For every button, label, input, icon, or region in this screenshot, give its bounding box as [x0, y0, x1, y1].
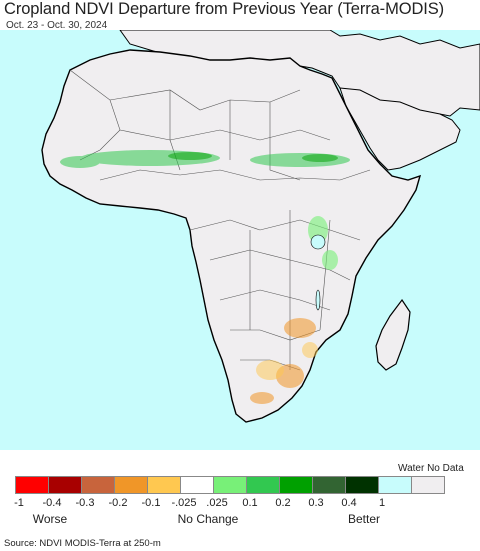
madagascar [375, 298, 411, 371]
sahel-greening-dark [168, 152, 338, 162]
legend-swatch [378, 476, 412, 494]
legend-tick-label: 0.2 [275, 497, 291, 509]
legend-tick-label: 0.4 [341, 497, 357, 509]
legend-tick-label: -0.3 [75, 497, 95, 509]
legend-swatch [15, 476, 49, 494]
legend-swatch [147, 476, 181, 494]
legend-better-label: Better [347, 512, 381, 526]
africa-ndvi-map [0, 30, 480, 450]
legend-swatch [312, 476, 346, 494]
legend-swatch [246, 476, 280, 494]
legend-tick-label: .025 [206, 497, 228, 509]
legend-tick-label: -0.4 [42, 497, 62, 509]
southern-africa-decline-light [256, 342, 318, 380]
map-date-range: Oct. 23 - Oct. 30, 2024 [6, 20, 108, 31]
legend-tick-label: 1 [378, 497, 386, 509]
legend-color-bar [15, 476, 445, 494]
legend-tick-label: 0.1 [242, 497, 258, 509]
map-title: Cropland NDVI Departure from Previous Ye… [4, 0, 445, 18]
arabian-peninsula [339, 87, 461, 171]
legend-tick-label: -.025 [171, 497, 197, 509]
legend-tick-label: -0.2 [108, 497, 128, 509]
legend-swatch [48, 476, 82, 494]
legend-no-change-label: No Change [177, 512, 239, 526]
legend-tick-label: -0.1 [141, 497, 161, 509]
legend-swatch [114, 476, 148, 494]
legend-swatch [411, 476, 445, 494]
legend-tick-label: 0.3 [308, 497, 324, 509]
southern-africa-decline [250, 318, 316, 404]
legend-swatch [213, 476, 247, 494]
legend-swatch [345, 476, 379, 494]
legend-worse-label: Worse [32, 512, 68, 526]
source-note: Source: NDVI MODIS-Terra at 250-m [4, 538, 161, 549]
water-no-data-label: Water No Data [398, 463, 464, 474]
legend-swatch [279, 476, 313, 494]
legend-swatch [180, 476, 214, 494]
legend-tick-label: -1 [14, 497, 24, 509]
lake-victoria [310, 234, 326, 250]
legend-swatch [81, 476, 115, 494]
lake-malawi [315, 289, 321, 311]
